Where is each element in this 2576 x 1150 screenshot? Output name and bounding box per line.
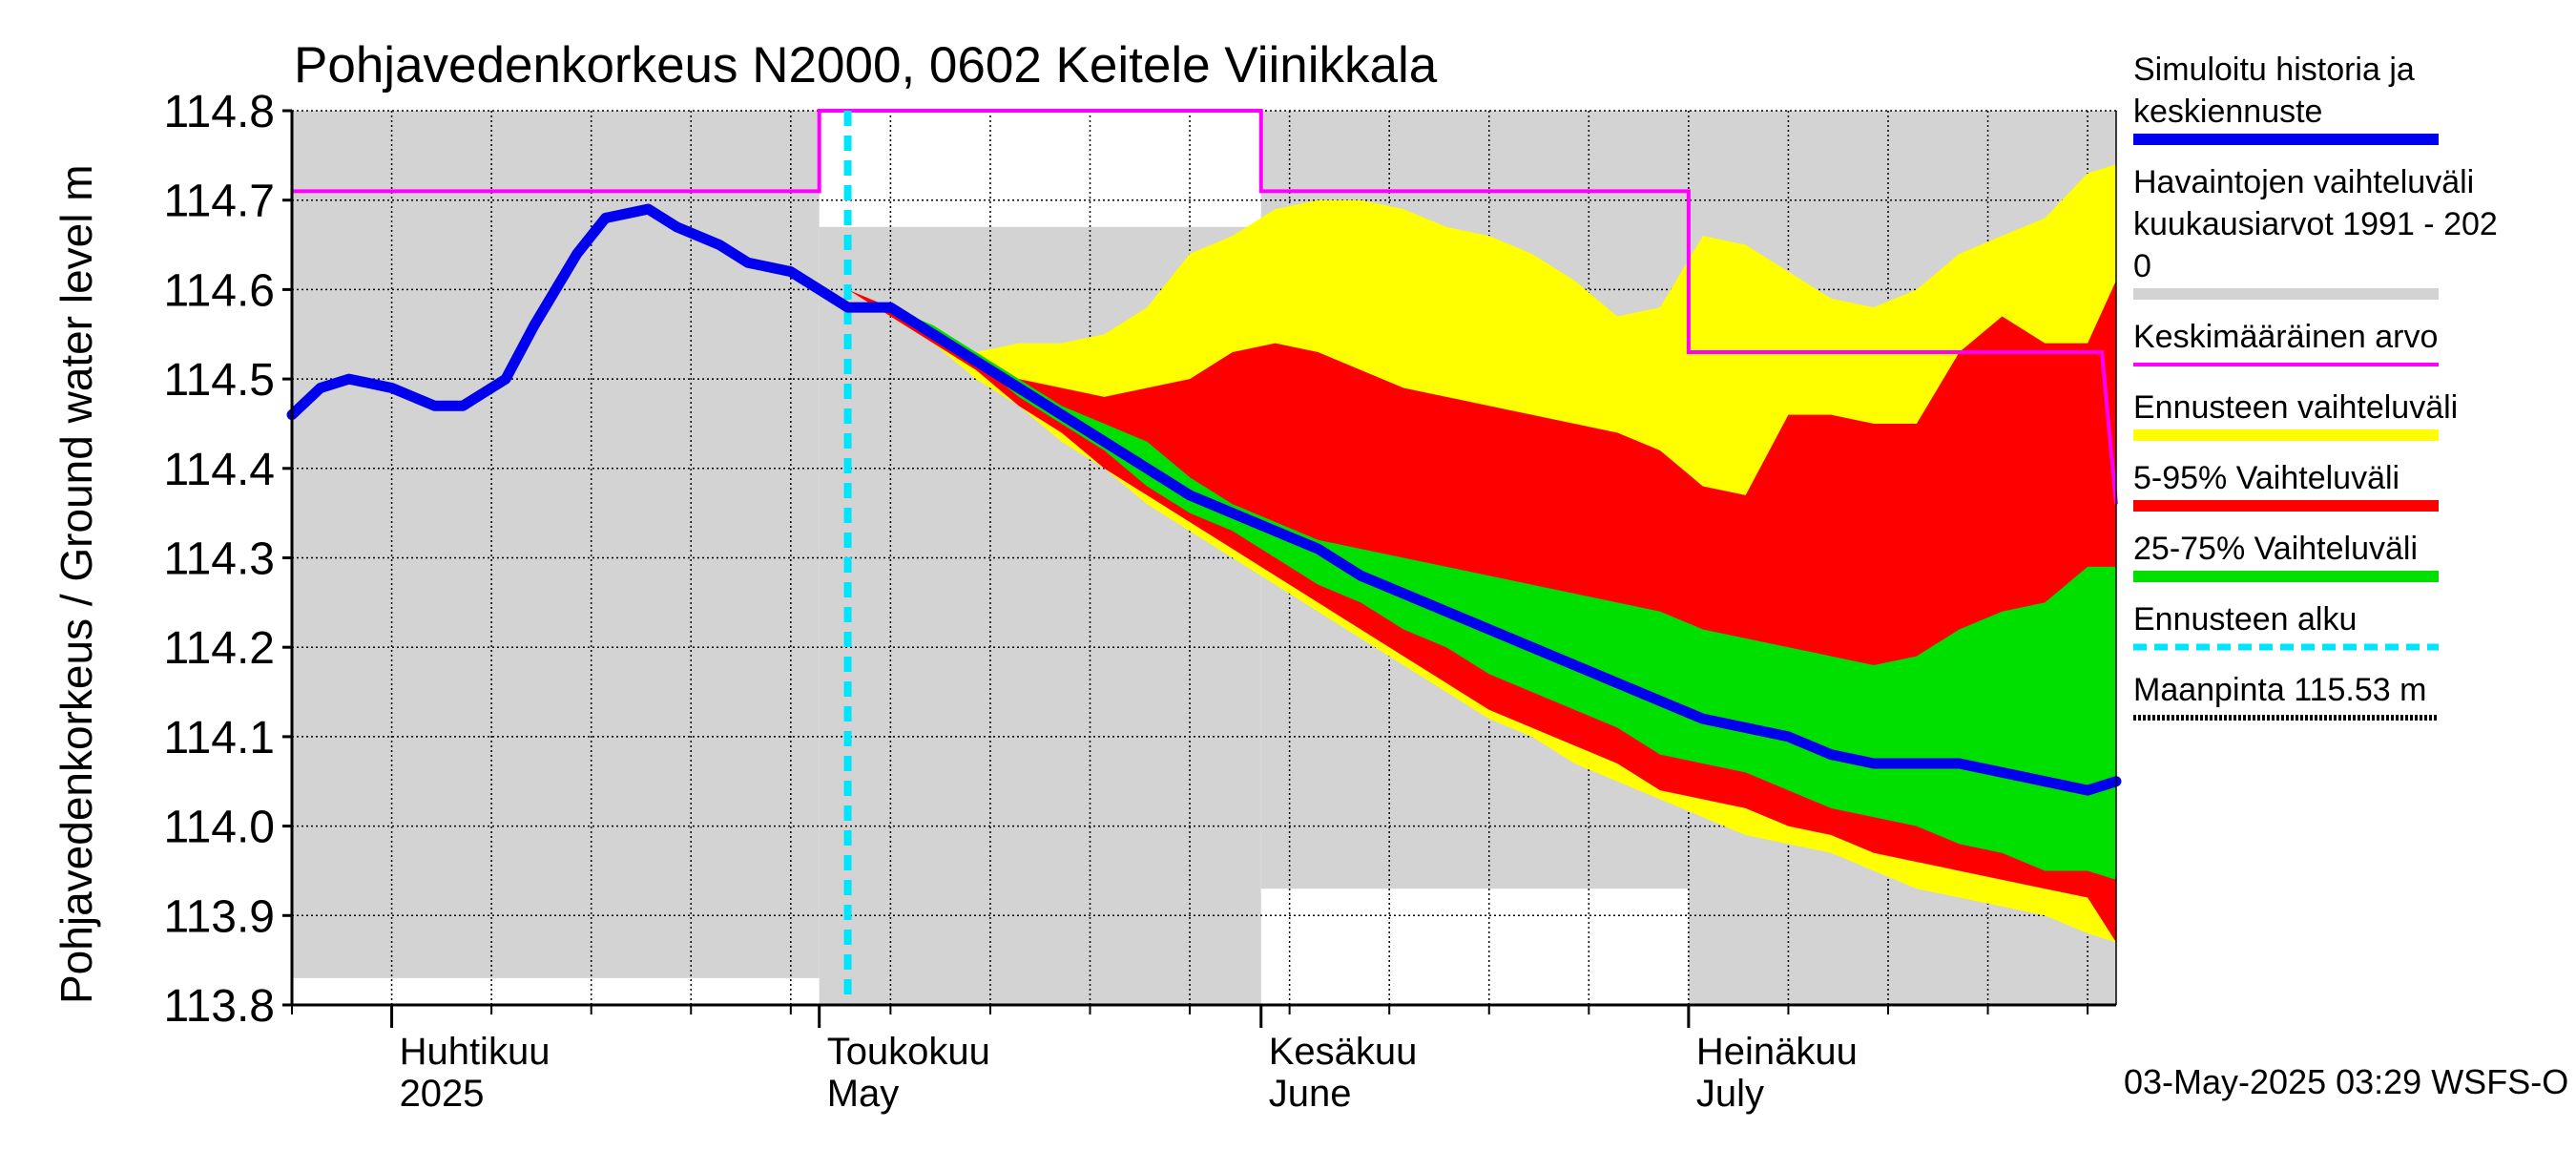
legend-label: Ennusteen vaihteluväli (2133, 389, 2458, 426)
x-tick-label-secondary: July (1696, 1073, 1764, 1115)
y-tick-label: 114.2 (163, 623, 275, 674)
y-tick-label: 114.0 (163, 803, 275, 853)
y-tick-label: 113.8 (163, 981, 275, 1032)
timestamp-footer: 03-May-2025 03:29 WSFS-O (2124, 1062, 2568, 1101)
legend-label: Keskimääräinen arvo (2133, 319, 2438, 355)
legend: Simuloitu historia ja keskiennuste Havaint… (2133, 52, 2498, 721)
y-axis-label: Pohjavedenkorkeus / Ground water level m (52, 164, 101, 1004)
x-tick-label-secondary: 2025 (400, 1073, 485, 1115)
legend-label: 0 (2133, 248, 2151, 284)
legend-label: 5-95% Vaihteluväli (2133, 460, 2399, 496)
mean-value-line (292, 109, 2118, 505)
y-tick-label: 114.4 (163, 445, 275, 495)
y-tick-label: 114.7 (163, 177, 275, 227)
legend-label: Maanpinta 115.53 m (2133, 672, 2426, 708)
legend-label: Simuloitu historia ja (2133, 52, 2415, 88)
plot-area (286, 109, 2122, 1006)
x-tick-label: Kesäkuu (1269, 1031, 1418, 1073)
history-median-line (286, 203, 2122, 796)
legend-label: Havaintojen vaihteluväli (2133, 164, 2474, 200)
y-tick-label: 114.6 (163, 265, 275, 316)
y-tick-label: 114.5 (163, 355, 275, 406)
x-tick-label: Toukokuu (827, 1031, 990, 1073)
x-tick-label: Heinäkuu (1696, 1031, 1858, 1073)
y-tick-label: 114.3 (163, 534, 275, 585)
y-tick-label: 114.1 (163, 713, 275, 763)
x-tick-label-secondary: May (827, 1073, 900, 1115)
x-tick-label-secondary: June (1269, 1073, 1352, 1115)
axes: 113.8 113.9 114.0 114.1 114.2 114.3 114.4 114.5… (163, 87, 2117, 1115)
x-tick-label: Huhtikuu (400, 1031, 551, 1073)
legend-label: Ennusteen alku (2133, 601, 2357, 638)
chart-title: Pohjavedenkorkeus N2000, 0602 Keitele Vi… (294, 37, 1438, 94)
y-tick-label: 113.9 (163, 891, 275, 942)
legend-label: 25-75% Vaihteluväli (2133, 531, 2418, 567)
legend-label: keskiennuste (2133, 94, 2322, 130)
y-tick-label: 114.8 (163, 87, 275, 137)
observed-range-band (292, 111, 820, 978)
legend-label: kuukausiarvot 1991 - 202 (2133, 206, 2498, 242)
p25-75-band (847, 289, 2116, 880)
